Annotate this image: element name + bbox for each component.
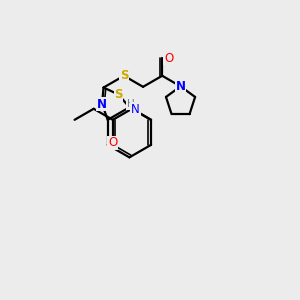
Text: O: O <box>108 136 117 149</box>
Text: N: N <box>131 103 140 116</box>
Text: S: S <box>114 88 123 101</box>
Text: H: H <box>127 99 134 110</box>
Text: N: N <box>176 80 185 93</box>
Text: O: O <box>164 52 173 64</box>
Text: N: N <box>97 98 107 110</box>
Text: S: S <box>120 69 128 82</box>
